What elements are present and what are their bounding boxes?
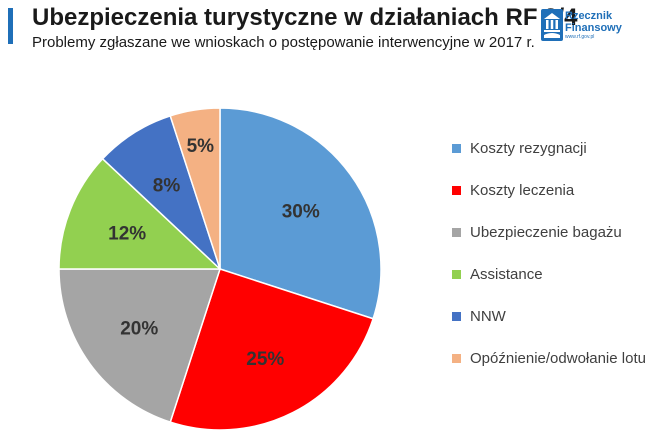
data-label-1: 30% (282, 201, 320, 222)
data-label-2: 25% (246, 349, 284, 370)
legend-swatch (452, 354, 461, 363)
pie-slice-3 (58, 268, 222, 424)
legend-item: Koszty leczenia (452, 180, 645, 201)
logo-line-2: Finansowy (565, 22, 622, 34)
legend-label: Opóźnienie/odwołanie lotu (470, 350, 645, 367)
page-title: Ubezpieczenia turystyczne w działaniach … (32, 4, 578, 31)
pie-slice-2 (169, 268, 375, 431)
pie-slice-4 (58, 157, 222, 270)
logo-url: www.rf.gov.pl (565, 34, 595, 40)
data-label-6: 5% (187, 136, 215, 157)
legend-label: Koszty rezygnacji (470, 140, 587, 157)
legend-label: NNW (470, 308, 506, 325)
pie-slice-6 (169, 107, 221, 270)
legend-swatch (452, 228, 461, 237)
legend-swatch (452, 270, 461, 279)
logo-line-1: Rzecznik (565, 10, 613, 22)
legend-item: Koszty rezygnacji (452, 138, 645, 159)
legend-swatch (452, 312, 461, 321)
legend-swatch (452, 186, 461, 195)
legend-swatch (452, 144, 461, 153)
institution-building-icon (541, 9, 563, 41)
legend-label: Assistance (470, 266, 543, 283)
legend-item: Opóźnienie/odwołanie lotu (452, 348, 645, 369)
legend-item: Ubezpieczenie bagażu (452, 222, 645, 243)
data-label-3: 20% (120, 319, 158, 340)
legend-label: Koszty leczenia (470, 182, 575, 199)
title-accent-bar (8, 8, 13, 44)
legend-label: Ubezpieczenie bagażu (470, 224, 622, 241)
legend-item: NNW (452, 306, 645, 327)
page-subtitle: Problemy zgłaszane we wnioskach o postęp… (32, 34, 535, 51)
pie-slice-1 (219, 107, 382, 320)
data-label-5: 8% (153, 176, 181, 197)
logo-name: Rzecznik Finansowy (565, 10, 622, 34)
legend-item: Assistance (452, 264, 645, 285)
data-label-4: 12% (108, 223, 146, 244)
